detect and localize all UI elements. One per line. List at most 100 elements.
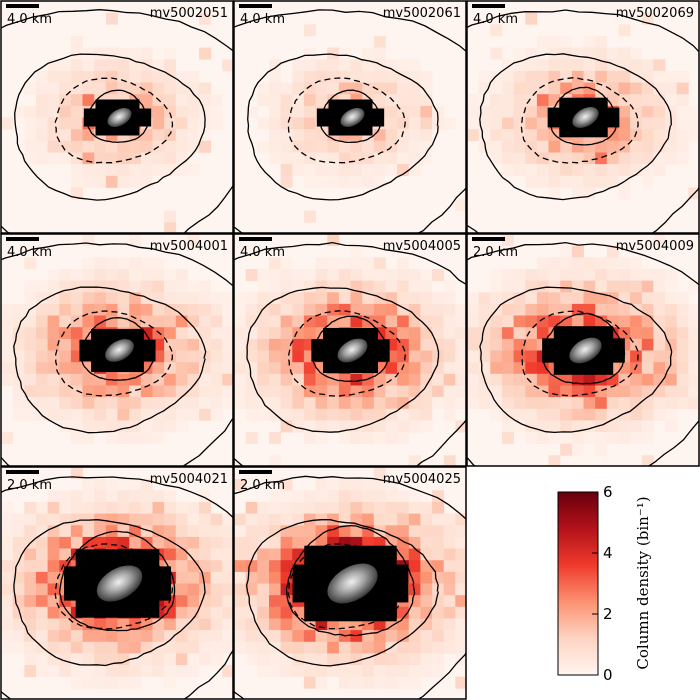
density-cell (117, 70, 130, 83)
density-cell (676, 70, 689, 83)
density-cell (105, 140, 118, 153)
density-cell (222, 536, 233, 549)
density-cell (630, 280, 643, 293)
density-cell (443, 641, 456, 654)
density-cell (338, 292, 351, 305)
density-cell (70, 187, 83, 200)
density-cell (164, 420, 177, 433)
density-cell (536, 362, 549, 375)
density-cell (210, 618, 223, 631)
density-cell (59, 525, 72, 538)
density-cell (362, 490, 375, 503)
density-cell (443, 560, 456, 573)
contour-line (58, 530, 176, 632)
density-cell (199, 47, 212, 60)
density-cell (117, 665, 130, 678)
density-cell (653, 94, 666, 107)
density-cell (59, 269, 72, 281)
density-cell (420, 350, 433, 363)
density-cell (94, 653, 107, 666)
density-cell (164, 618, 177, 631)
density-cell (303, 641, 316, 654)
density-cell (315, 269, 328, 281)
density-cell (82, 269, 95, 281)
density-cell (140, 641, 153, 654)
density-cell (455, 641, 466, 654)
density-cell (59, 59, 72, 72)
density-cell (397, 432, 410, 445)
density-cell (525, 82, 538, 95)
density-cell (257, 513, 270, 526)
density-cell (70, 432, 83, 445)
density-cell (24, 595, 37, 608)
density-cell (24, 525, 37, 538)
density-cell (47, 653, 60, 666)
density-cell (280, 397, 293, 410)
density-cell (467, 315, 479, 328)
density-cell (140, 385, 153, 398)
density-cell (455, 618, 466, 631)
density-cell (618, 280, 631, 293)
density-cell (408, 140, 421, 153)
density-cell (82, 490, 95, 503)
density-cell (280, 280, 293, 293)
density-cell (70, 397, 83, 410)
density-cell (117, 490, 130, 503)
density-cell (548, 455, 561, 466)
density-cell (665, 140, 678, 153)
density-cell (82, 502, 95, 514)
density-cell (420, 385, 433, 398)
density-cell (676, 362, 689, 375)
density-cell (94, 140, 107, 153)
density-cell (688, 117, 699, 130)
density-cell (327, 152, 340, 165)
density-cell (420, 606, 433, 619)
density-cell (59, 94, 72, 107)
density-cell (59, 315, 72, 328)
density-cell (338, 653, 351, 666)
density-cell (350, 152, 363, 165)
contour-line (54, 543, 174, 630)
density-cell (269, 571, 281, 584)
density-cell (455, 583, 466, 596)
density-cell (303, 140, 316, 153)
density-cell (362, 292, 375, 305)
density-cell (129, 280, 142, 293)
density-cell (234, 362, 246, 375)
density-cell (245, 327, 258, 340)
density-cell (583, 140, 596, 153)
density-cell (59, 362, 72, 375)
density-cell (245, 292, 258, 305)
panel-mv5004021: 2.0 km mv5004021 (0, 466, 234, 700)
density-cell (280, 105, 293, 118)
density-cell (24, 548, 37, 561)
density-cell (36, 292, 48, 305)
density-cell (1, 373, 13, 386)
density-cell (175, 595, 188, 608)
density-cell (210, 292, 223, 305)
density-cell (82, 408, 95, 421)
density-cell (199, 618, 212, 631)
density-cell (175, 630, 188, 643)
density-cell (665, 385, 678, 398)
density-cell (280, 513, 293, 526)
density-cell (315, 490, 328, 503)
scale-bar-label: 4.0 km (7, 12, 52, 27)
density-cell (536, 36, 549, 48)
density-cell (455, 571, 466, 584)
colorbar-gradient (557, 491, 599, 676)
density-cell (571, 187, 584, 200)
contour-line (1, 242, 233, 466)
density-cell (129, 502, 142, 514)
density-cell (129, 269, 142, 281)
density-cell (245, 560, 258, 573)
density-cell (175, 94, 188, 107)
density-cell (152, 536, 165, 549)
panel-title: mv5004025 (383, 472, 461, 487)
density-cell (117, 269, 130, 281)
density-cell (292, 338, 305, 351)
density-cell (269, 665, 281, 678)
density-cell (24, 571, 37, 584)
density-cell (397, 618, 410, 631)
density-cell (408, 117, 421, 130)
